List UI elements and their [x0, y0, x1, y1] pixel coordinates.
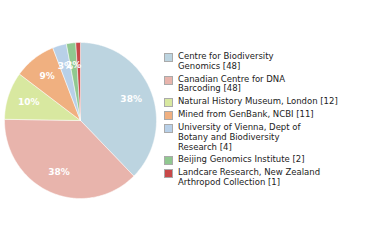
svg-text:38%: 38%	[120, 94, 142, 104]
svg-text:2%: 2%	[66, 60, 81, 70]
html-text:University of Vienna, Dept of: University of Vienna, Dept of Botany and…	[178, 122, 301, 152]
html-text:Mined from GenBank, NCBI [11]: Mined from GenBank, NCBI [11]	[178, 109, 314, 120]
html-text:Natural History Museum, London: Natural History Museum, London [12]	[178, 96, 338, 107]
svg-text:9%: 9%	[40, 71, 55, 81]
html-text:Landcare Research, New Zealand: Landcare Research, New Zealand Arthropod…	[178, 167, 321, 188]
svg-text:10%: 10%	[18, 97, 40, 107]
html-text:Beijing Genomics Institute [2]: Beijing Genomics Institute [2]	[178, 154, 305, 165]
html-text:Canadian Centre for DNA Barcod: Canadian Centre for DNA Barcoding [48]	[178, 73, 285, 94]
html-text:Centre for Biodiversity Genomi: Centre for Biodiversity Genomics [48]	[178, 51, 274, 71]
svg-text:38%: 38%	[48, 167, 70, 177]
